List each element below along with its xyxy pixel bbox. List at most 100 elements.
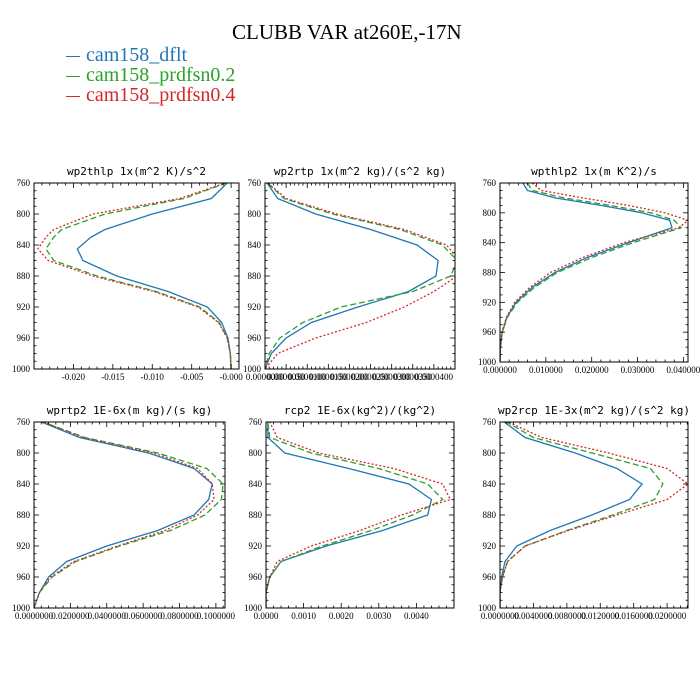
x-tick-label: 0.0040000 xyxy=(514,611,553,621)
series-line-cam158_dflt xyxy=(76,183,232,369)
y-tick-label: 960 xyxy=(17,572,31,582)
y-tick-label: 760 xyxy=(17,178,31,188)
x-tick-label: 0.000000 xyxy=(483,365,517,375)
x-tick-label: -0.000 xyxy=(219,372,243,382)
y-tick-label: 960 xyxy=(483,327,497,337)
y-tick-label: 1000 xyxy=(243,364,262,374)
y-tick-label: 920 xyxy=(248,302,262,312)
panel-title: rcp2 1E-6x(kg^2)/(kg^2) xyxy=(284,404,436,417)
y-tick-label: 760 xyxy=(483,178,497,188)
x-tick-label: 0.0000400 xyxy=(415,372,454,382)
x-tick-label: 0.0000000 xyxy=(481,611,520,621)
figure-title: CLUBB VAR at260E,-17N xyxy=(232,20,462,44)
series-line-cam158_dflt xyxy=(500,183,673,362)
y-tick-label: 840 xyxy=(483,238,497,248)
x-tick-label: 0.0000000 xyxy=(246,372,285,382)
series-line-cam158_prdfsn0.2 xyxy=(34,422,224,608)
x-tick-label: 0.0120000 xyxy=(581,611,620,621)
legend-entry: cam158_prdfsn0.2 xyxy=(66,64,235,87)
y-tick-label: 960 xyxy=(483,572,497,582)
legend-entry: cam158_prdfsn0.4 xyxy=(66,84,235,107)
legend-entry: cam158_dflt xyxy=(66,44,187,67)
y-tick-label: 920 xyxy=(17,541,31,551)
x-tick-label: 0.0200000 xyxy=(51,611,90,621)
y-tick-label: 760 xyxy=(248,178,262,188)
series-line-cam158_prdfsn0.4 xyxy=(34,422,215,608)
panel-title: wprtp2 1E-6x(m kg)/(s kg) xyxy=(47,404,213,417)
y-tick-label: 1000 xyxy=(478,357,497,367)
x-tick-label: 0.0000250 xyxy=(351,372,390,382)
y-tick-label: 960 xyxy=(248,333,262,343)
y-tick-label: 880 xyxy=(483,510,497,520)
series-line-cam158_prdfsn0.4 xyxy=(265,183,455,369)
x-tick-label: 0.0030 xyxy=(366,611,391,621)
x-tick-label: 0.0800000 xyxy=(160,611,199,621)
y-tick-label: 880 xyxy=(248,271,262,281)
y-tick-label: 800 xyxy=(483,448,497,458)
legend-label: cam158_dflt xyxy=(86,44,188,66)
y-tick-label: 800 xyxy=(248,209,262,219)
x-tick-label: 0.0000150 xyxy=(309,372,348,382)
y-tick-label: 800 xyxy=(483,208,497,218)
y-tick-label: 760 xyxy=(483,417,497,427)
plot-frame xyxy=(33,182,240,370)
y-tick-label: 960 xyxy=(17,333,31,343)
y-tick-label: 840 xyxy=(248,240,262,250)
y-tick-label: 880 xyxy=(483,268,497,278)
panel-4: wprtp2 1E-6x(m kg)/(s kg) 760 800 840 880 920… xyxy=(12,404,236,621)
y-tick-label: 880 xyxy=(249,510,263,520)
y-tick-label: 920 xyxy=(249,541,263,551)
y-tick-label: 880 xyxy=(17,271,31,281)
panel-title: wpthlp2 1x(m K^2)/s xyxy=(531,165,657,178)
x-tick-label: 0.0200000 xyxy=(648,611,687,621)
y-tick-label: 800 xyxy=(17,448,31,458)
y-tick-label: 800 xyxy=(17,209,31,219)
series-line-cam158_prdfsn0.4 xyxy=(266,422,452,608)
x-tick-label: -0.020 xyxy=(62,372,86,382)
x-tick-label: 0.1000000 xyxy=(197,611,236,621)
legend-label: cam158_prdfsn0.4 xyxy=(86,84,236,106)
y-tick-label: 1000 xyxy=(12,364,31,374)
plot-frame xyxy=(264,182,456,370)
y-tick-label: 840 xyxy=(17,240,31,250)
legend-label: cam158_prdfsn0.2 xyxy=(86,64,236,86)
panel-title: wp2thlp 1x(m^2 K)/s^2 xyxy=(67,165,206,178)
x-tick-label: -0.010 xyxy=(141,372,165,382)
legend-line-icon xyxy=(66,55,80,57)
series-line-cam158_prdfsn0.2 xyxy=(500,183,683,362)
series-line-cam158_dflt xyxy=(500,422,644,608)
panel-6: wp2rcp 1E-3x(m^2 kg)/(s^2 kg)760 800 840 88… xyxy=(478,404,690,621)
series-line-cam158_dflt xyxy=(265,183,439,369)
panel-title: wp2rtp 1x(m^2 kg)/(s^2 kg) xyxy=(274,165,446,178)
plot-frame xyxy=(499,182,689,363)
plot-frame xyxy=(33,421,226,609)
series-line-cam158_prdfsn0.2 xyxy=(266,422,444,608)
y-tick-label: 920 xyxy=(17,302,31,312)
y-tick-label: 880 xyxy=(17,510,31,520)
y-tick-label: 1000 xyxy=(478,603,497,613)
y-tick-label: 840 xyxy=(249,479,263,489)
x-tick-label: -0.005 xyxy=(180,372,204,382)
y-tick-label: 960 xyxy=(249,572,263,582)
series-line-cam158_prdfsn0.4 xyxy=(500,183,688,362)
x-tick-label: 0.0000000 xyxy=(15,611,54,621)
panel-5: rcp2 1E-6x(kg^2)/(kg^2) 760 800 840 880 920 96… xyxy=(244,404,455,621)
x-tick-label: 0.0000050 xyxy=(267,372,306,382)
legend-line-icon xyxy=(66,75,80,77)
series-line-cam158_prdfsn0.4 xyxy=(37,183,232,369)
legend-line-icon xyxy=(66,95,80,97)
y-tick-label: 920 xyxy=(483,541,497,551)
y-tick-label: 840 xyxy=(483,479,497,489)
panel-1: wp2thlp 1x(m^2 K)/s^2 760 800 840 880 920 960 1… xyxy=(12,165,243,382)
x-tick-label: 0.0040 xyxy=(404,611,429,621)
x-tick-label: -0.015 xyxy=(101,372,125,382)
x-tick-label: 0.0400000 xyxy=(88,611,127,621)
x-tick-label: 0.0010 xyxy=(291,611,316,621)
y-tick-label: 840 xyxy=(17,479,31,489)
series-line-cam158_dflt xyxy=(34,422,213,608)
series-line-cam158_prdfsn0.2 xyxy=(500,422,664,608)
y-tick-label: 760 xyxy=(17,417,31,427)
x-tick-label: 0.040000 xyxy=(667,365,700,375)
y-tick-label: 800 xyxy=(249,448,263,458)
